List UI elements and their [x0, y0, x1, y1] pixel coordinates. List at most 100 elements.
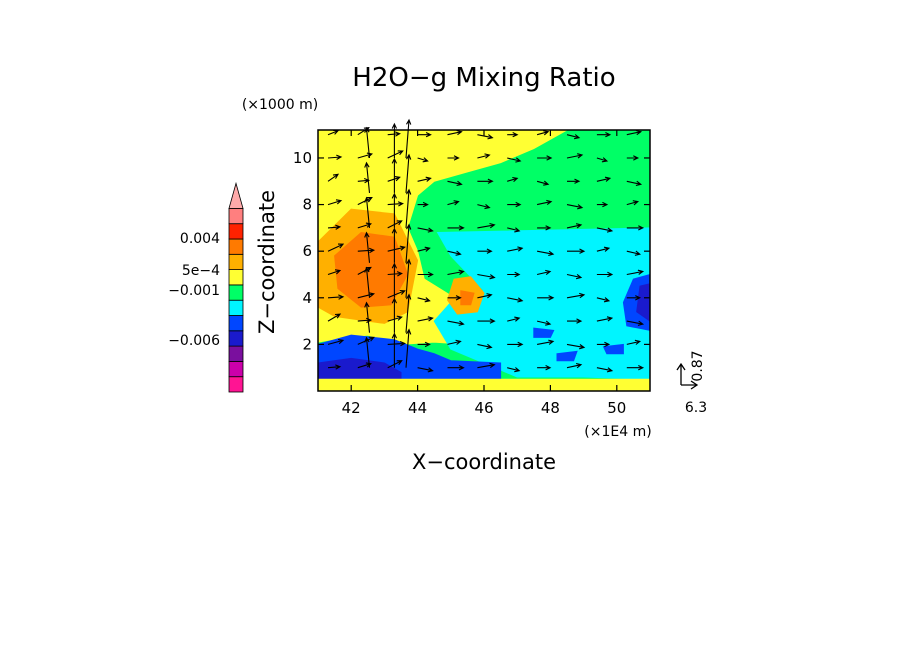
wind-vector: [596, 176, 612, 182]
wind-vector: [357, 247, 376, 254]
wind-vector: [447, 339, 462, 345]
wind-vector: [596, 316, 614, 322]
wind-vector: [364, 266, 371, 298]
wind-vector: [447, 295, 462, 301]
colorbar-label: −0.001: [168, 283, 220, 299]
wind-vector: [364, 161, 371, 193]
colorbar-label: −0.006: [168, 333, 220, 349]
wind-vector: [405, 153, 412, 193]
wind-vector: [626, 339, 642, 345]
wind-vector: [477, 318, 496, 324]
wind-vector: [447, 269, 465, 276]
wind-vector: [507, 157, 522, 163]
reference-vector-arrow: [676, 362, 699, 390]
wind-vector: [405, 118, 412, 159]
wind-vector: [626, 180, 643, 187]
wind-vector: [417, 201, 429, 208]
y-tick-label: 10: [293, 149, 312, 167]
colorbar-bin: [228, 223, 244, 240]
colorbar: [228, 181, 244, 393]
wind-vector: [596, 367, 614, 373]
wind-vector: [477, 203, 491, 210]
wind-vector: [567, 248, 586, 254]
wind-vector: [626, 295, 642, 301]
wind-vector: [364, 126, 371, 159]
colorbar-top-triangle: [228, 181, 244, 209]
x-tick-label: 50: [607, 399, 626, 417]
colorbar-label: 0.004: [180, 231, 220, 247]
wind-vector: [536, 180, 550, 186]
wind-vector: [391, 332, 397, 368]
wind-vector: [391, 262, 397, 298]
reference-vector-x-label: 6.3: [685, 400, 707, 416]
wind-vector: [477, 222, 496, 229]
wind-vector: [327, 224, 342, 230]
wind-vector: [626, 320, 645, 326]
wind-vector: [327, 173, 340, 182]
wind-vector: [387, 340, 406, 347]
wind-vector: [536, 269, 552, 276]
wind-vector: [507, 132, 519, 138]
wind-vector: [387, 131, 401, 137]
contour-region-yellow: [318, 378, 650, 387]
wind-vector: [596, 297, 611, 303]
wind-vector: [357, 292, 376, 299]
contour-region-dark-blue: [636, 283, 650, 322]
reference-vector: 0.87 6.3: [676, 350, 707, 416]
contour-region-blue: [556, 350, 578, 362]
wind-vector: [477, 343, 493, 350]
x-tick-label: 48: [541, 399, 560, 417]
wind-vector: [536, 250, 555, 257]
wind-vector: [566, 343, 586, 350]
wind-vector: [391, 227, 397, 263]
wind-vector: [507, 201, 522, 208]
wind-vector: [447, 225, 465, 231]
contour-fill: [318, 130, 650, 391]
wind-vector: [417, 271, 434, 278]
wind-vector: [537, 365, 552, 371]
wind-vector: [537, 225, 552, 231]
y-tick-label: 2: [302, 335, 312, 353]
wind-vector: [327, 313, 342, 322]
wind-vector: [327, 154, 343, 160]
x-tick-label: 46: [474, 399, 493, 417]
wind-vector: [596, 201, 609, 208]
wind-vector: [626, 129, 643, 136]
wind-vector: [477, 153, 491, 159]
wind-vector: [405, 293, 412, 333]
x-tick-label: 44: [408, 399, 427, 417]
wind-vector: [357, 177, 371, 184]
wind-vector: [387, 150, 404, 159]
wind-vector: [417, 367, 434, 373]
y-axis-ticks: 2 4 6 8 10: [293, 149, 650, 353]
wind-vector: [364, 301, 371, 333]
wind-vector: [417, 297, 431, 303]
wind-vector: [387, 289, 406, 299]
colorbar-labels: 0.004 5e−4 −0.001 −0.006: [168, 231, 220, 349]
wind-vector: [327, 199, 343, 206]
contour-region-blue: [602, 343, 624, 355]
wind-vector: [391, 297, 397, 333]
wind-vector: [417, 132, 432, 138]
wind-vector: [626, 365, 645, 371]
wind-vector: [447, 320, 465, 326]
wind-vector: [477, 248, 493, 254]
wind-vector: [417, 227, 434, 233]
wind-vector: [596, 246, 611, 252]
y-tick-label: 4: [302, 289, 312, 307]
x-axis-label: X−coordinate: [412, 450, 556, 474]
wind-vector: [391, 192, 397, 228]
wind-vector: [507, 271, 521, 278]
wind-vector: [536, 320, 552, 326]
wind-vector: [447, 250, 462, 256]
wind-vector: [566, 134, 581, 140]
colorbar-bin: [228, 330, 244, 347]
x-axis-ticks: 42 44 46 48 50: [342, 130, 626, 417]
wind-vector: [405, 223, 412, 263]
wind-vector: [364, 196, 371, 228]
colorbar-bin: [228, 376, 244, 393]
colorbar-bin: [228, 299, 244, 316]
wind-vector: [566, 362, 583, 369]
wind-vector: [327, 338, 345, 345]
